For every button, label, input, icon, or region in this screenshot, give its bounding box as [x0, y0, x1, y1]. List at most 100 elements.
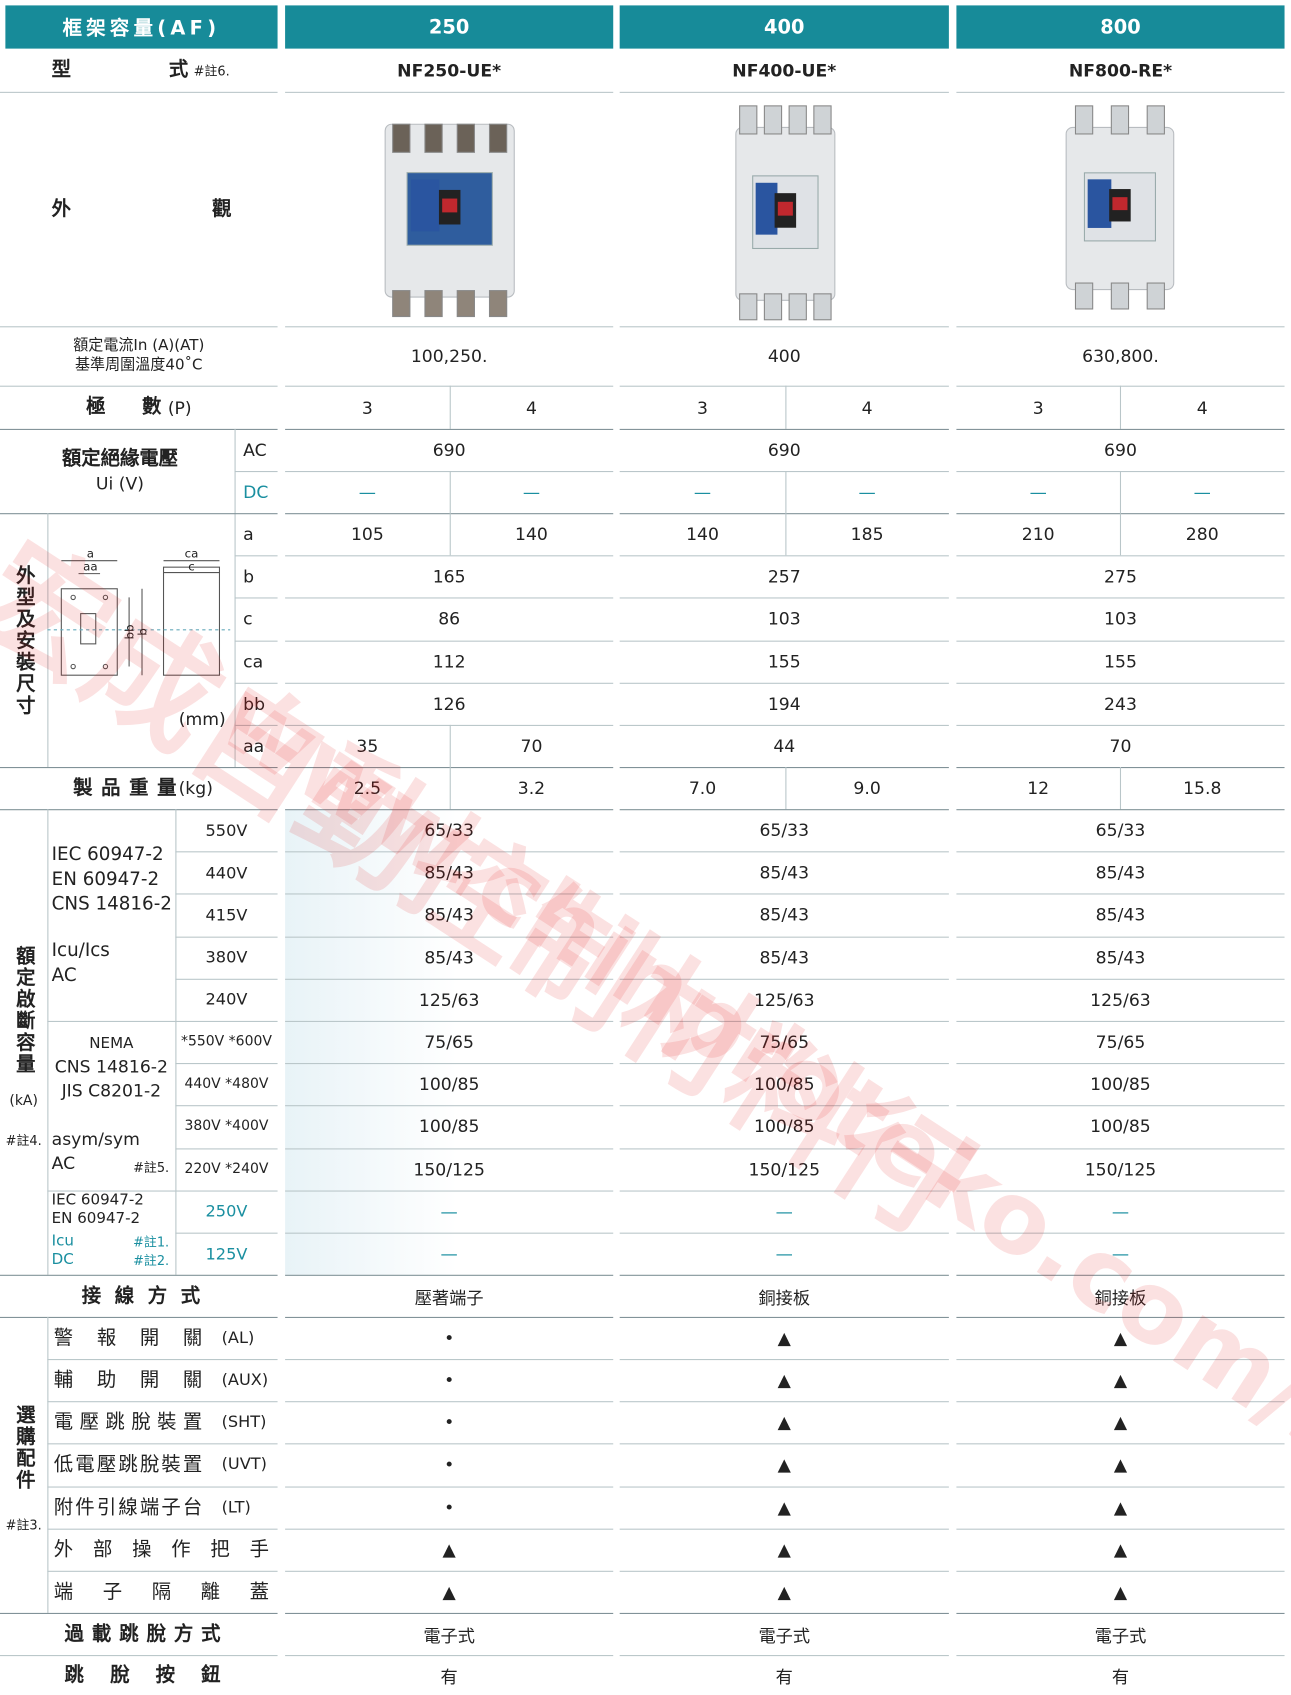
value-cell: ▲: [1113, 1496, 1128, 1518]
row-line: [47, 1190, 278, 1192]
standard: EN 60947-2: [51, 1209, 141, 1228]
product-images: [384, 105, 1175, 321]
value-cell: 85/43: [424, 904, 474, 926]
row-line: [619, 724, 949, 726]
value-cell: 150/125: [1084, 1158, 1157, 1180]
column-line: [449, 513, 451, 556]
row-line: [175, 936, 278, 938]
value-cell: —: [1111, 1243, 1130, 1265]
row-line: [285, 1570, 614, 1572]
row-line: [619, 978, 949, 980]
terminal: [1146, 105, 1165, 135]
value-cell: 165: [432, 566, 466, 587]
row-line: [619, 1316, 949, 1318]
row-line: [956, 91, 1285, 93]
value-cell: 400: [767, 345, 801, 367]
row-line: [956, 809, 1285, 811]
header-cell: 250: [285, 5, 614, 49]
row-label: 額定電流In (A)(AT): [73, 337, 205, 355]
row-line: [619, 1528, 949, 1530]
value-cell: 630,800.: [1082, 345, 1159, 367]
row-line: [175, 978, 278, 980]
row-line: [956, 1570, 1285, 1572]
value-cell: —: [440, 1201, 458, 1222]
row-label: 型式: [51, 58, 189, 82]
row-line: [619, 809, 949, 811]
row-label: 基準周圍溫度40˚C: [74, 356, 203, 374]
type: DC: [51, 1250, 74, 1269]
row-line: [956, 724, 1285, 726]
accessory-name: 低電壓跳脫裝置: [53, 1453, 203, 1477]
row-line: [175, 1063, 278, 1065]
value-cell: 105: [350, 524, 384, 545]
value-cell: •: [444, 1454, 455, 1476]
diagram-label: bb: [122, 624, 137, 640]
header-cell: 框架容量(AF): [5, 5, 278, 49]
row-line: [619, 1359, 949, 1361]
row-line: [285, 597, 614, 599]
row-label: 額定絕緣電壓: [61, 447, 179, 470]
row-line: [285, 978, 614, 980]
row-name: a: [243, 524, 254, 545]
voltage: 440V *480V: [184, 1076, 269, 1093]
row-line: [0, 428, 278, 430]
value-cell: 100/85: [1090, 1116, 1151, 1138]
value-cell: 210: [1021, 524, 1055, 545]
type: asym/sym: [51, 1128, 140, 1150]
diagram-stroke: [162, 566, 221, 676]
value-cell: ▲: [1113, 1370, 1128, 1391]
row-name: DC: [243, 481, 269, 503]
value-cell: 690: [432, 439, 466, 461]
row-label: 外觀: [51, 197, 232, 221]
value-cell: 86: [438, 608, 461, 630]
row-line: [0, 1655, 278, 1657]
header-cell: 400: [619, 5, 949, 49]
value-cell: 140: [686, 524, 719, 545]
row-line: [956, 1359, 1285, 1361]
value-cell: 2.5: [353, 777, 382, 799]
type: AC: [51, 964, 77, 987]
note: #註5.: [133, 1159, 170, 1175]
voltage: 220V *240V: [184, 1160, 269, 1178]
value-cell: 125/63: [753, 989, 815, 1010]
value-cell: —: [775, 1243, 793, 1265]
column-line: [449, 767, 451, 810]
value-cell: ▲: [442, 1581, 456, 1602]
row-name: AC: [243, 439, 267, 461]
value-cell: 有: [775, 1666, 793, 1687]
value-cell: 100/85: [753, 1116, 815, 1138]
row-line: [956, 936, 1285, 938]
row-line: [956, 1316, 1285, 1318]
standard: IEC 60947-2: [51, 843, 164, 866]
row-line: [619, 1020, 949, 1022]
type: Icu/Ics: [51, 939, 110, 962]
value-cell: —: [522, 481, 541, 503]
row-line: [619, 1232, 949, 1234]
value-cell: 65/33: [424, 820, 474, 841]
row-line: [175, 1232, 278, 1234]
row-line: [285, 91, 614, 93]
value-cell: —: [1193, 481, 1211, 503]
row-line: [619, 1063, 949, 1065]
standard: NEMA: [89, 1034, 134, 1053]
column-line: [449, 385, 451, 429]
value-cell: 15.8: [1183, 777, 1222, 799]
value-cell: ▲: [1113, 1454, 1128, 1476]
section-label: 額定啟斷容量: [12, 945, 36, 1075]
row-line: [619, 1274, 949, 1276]
value-cell: 126: [432, 693, 466, 714]
row-line: [285, 1063, 614, 1065]
value-cell: —: [858, 481, 876, 503]
row-line: [285, 1528, 614, 1530]
value-cell: 185: [850, 524, 884, 545]
standard: JIS C8201-2: [61, 1080, 162, 1101]
value-cell: •: [444, 1496, 455, 1518]
value-cell: —: [1111, 1201, 1130, 1222]
row-line: [619, 1655, 949, 1657]
column-line: [1119, 471, 1122, 514]
value-cell: 85/43: [759, 904, 810, 926]
row-line: [956, 1147, 1285, 1150]
value-cell: ▲: [777, 1370, 791, 1391]
diagram-stroke: [70, 594, 76, 601]
row-line: [0, 767, 278, 769]
